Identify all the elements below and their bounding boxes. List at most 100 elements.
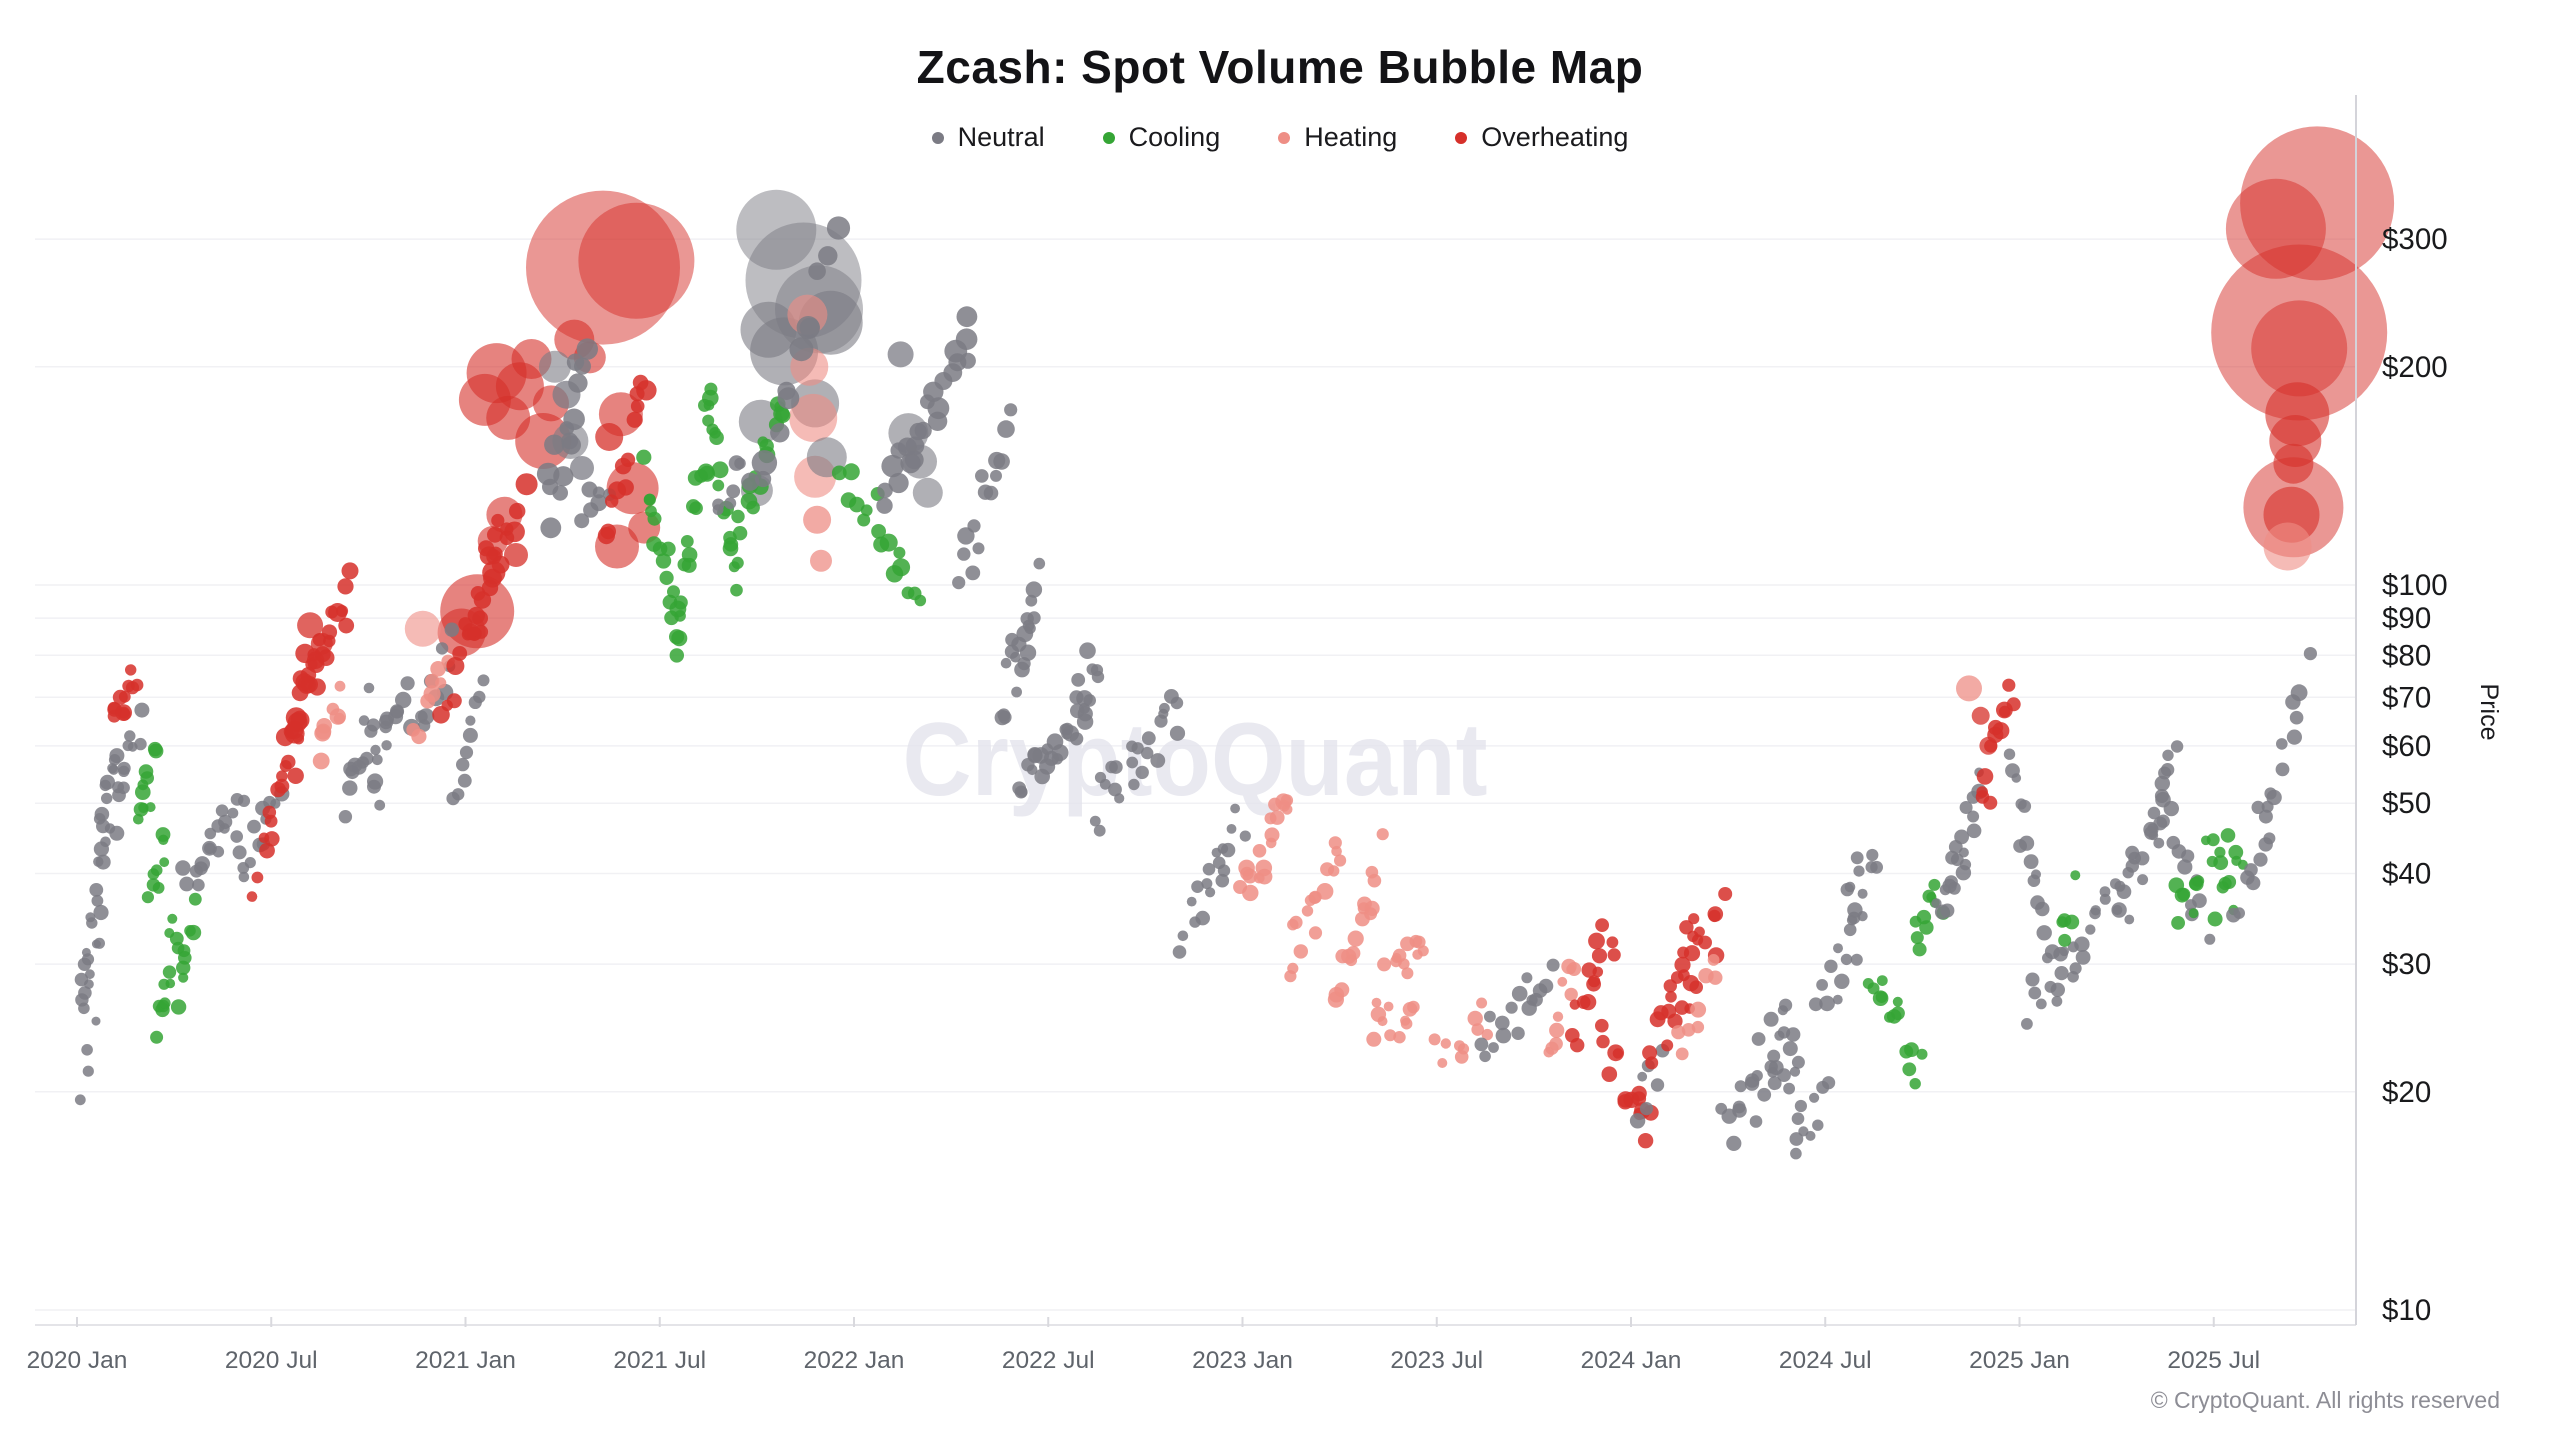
price-dot <box>2207 911 2223 927</box>
price-dot <box>983 485 999 501</box>
x-tick-label: 2021 Jul <box>613 1347 706 1374</box>
price-dot <box>1484 1010 1496 1023</box>
price-dot <box>338 810 353 824</box>
legend-item-cooling[interactable]: Cooling <box>1102 122 1220 153</box>
y-tick-label: $10 <box>2382 1294 2431 1327</box>
price-dot <box>2214 846 2226 858</box>
price-dot <box>2025 972 2040 987</box>
price-dot <box>2053 946 2068 962</box>
price-dot <box>342 780 358 796</box>
price-dot <box>491 555 510 574</box>
price-dot <box>1238 859 1255 877</box>
price-dot <box>1939 884 1951 896</box>
price-dot <box>1428 1033 1441 1046</box>
price-dot <box>711 461 729 479</box>
price-dot <box>1812 1119 1824 1131</box>
price-dot <box>134 702 150 718</box>
volume-bubble <box>1956 675 1982 702</box>
price-dot <box>730 583 743 597</box>
x-tick-label: 2024 Jul <box>1779 1347 1872 1374</box>
legend-item-heating[interactable]: Heating <box>1278 122 1397 153</box>
price-dot <box>1580 994 1597 1011</box>
price-dot <box>1252 844 1267 858</box>
price-dot <box>1726 1135 1742 1151</box>
price-dot <box>2289 710 2304 725</box>
price-dot <box>1126 756 1139 769</box>
price-dot <box>281 754 296 770</box>
price-dot <box>849 496 865 513</box>
volume-bubble <box>1971 706 1990 725</box>
price-dot <box>1150 753 1166 768</box>
price-dot <box>876 497 893 514</box>
price-dot <box>1376 828 1389 841</box>
price-dot <box>1718 887 1733 901</box>
price-dot <box>1172 945 1187 959</box>
price-dot <box>366 718 380 732</box>
price-dot <box>1782 1041 1798 1057</box>
price-dot <box>1093 824 1106 837</box>
price-dot <box>1808 997 1823 1012</box>
price-dot <box>2058 933 2072 947</box>
price-dot <box>1671 1025 1686 1040</box>
price-dot <box>1011 686 1022 698</box>
price-dot <box>1169 725 1186 741</box>
price-dot <box>1546 958 1560 972</box>
price-dot <box>2051 995 2063 1007</box>
price-dot <box>2085 924 2096 935</box>
price-dot <box>1595 918 1609 932</box>
price-dot <box>2290 684 2308 702</box>
price-dot <box>1481 1028 1494 1041</box>
price-dot <box>2177 859 2193 875</box>
price-dot <box>1757 1087 1772 1102</box>
legend-item-neutral[interactable]: Neutral <box>931 122 1045 153</box>
price-dot <box>2266 789 2282 806</box>
price-dot <box>1071 673 1086 687</box>
x-tick-label: 2020 Jul <box>225 1347 318 1374</box>
price-dot <box>1552 1011 1564 1022</box>
price-dot <box>574 513 590 529</box>
price-dot <box>1440 1038 1452 1049</box>
price-dot <box>1128 778 1140 791</box>
price-dot <box>2054 966 2069 981</box>
price-dot <box>140 771 154 785</box>
price-dot <box>1131 742 1144 755</box>
price-dot <box>731 509 745 524</box>
price-dot <box>1328 865 1340 877</box>
price-dot <box>1910 931 1924 945</box>
price-dot <box>1401 967 1414 980</box>
price-dot <box>474 624 489 639</box>
price-dot <box>1783 1082 1795 1095</box>
price-dot <box>746 500 760 515</box>
price-dot <box>1805 1130 1816 1141</box>
price-dot <box>300 667 317 683</box>
legend-item-overheating[interactable]: Overheating <box>1455 122 1628 153</box>
price-dot <box>993 453 1010 470</box>
legend-label: Heating <box>1304 122 1398 152</box>
price-dot <box>184 925 196 937</box>
price-dot <box>2002 678 2016 692</box>
price-dot <box>1629 1113 1646 1129</box>
price-dot <box>2246 875 2261 891</box>
price-dot <box>472 610 489 627</box>
price-dot <box>2031 869 2041 880</box>
price-dot <box>965 565 981 581</box>
price-dot <box>1690 1001 1707 1018</box>
price-dot <box>1853 865 1865 877</box>
price-dot <box>2220 828 2236 843</box>
price-dot <box>259 842 275 859</box>
y-tick-label: $80 <box>2382 639 2431 672</box>
price-dot <box>1670 971 1684 984</box>
price-dot <box>1195 910 1210 926</box>
price-dot <box>955 328 978 351</box>
price-dot <box>1076 713 1094 730</box>
price-dot <box>118 765 130 777</box>
price-dot <box>317 649 335 666</box>
price-dot <box>1158 708 1169 719</box>
price-dot <box>2003 748 2016 760</box>
price-dot <box>315 723 332 740</box>
price-dot <box>659 570 674 586</box>
price-dot <box>724 497 737 510</box>
price-dot <box>673 595 688 610</box>
price-dot <box>1217 864 1231 877</box>
